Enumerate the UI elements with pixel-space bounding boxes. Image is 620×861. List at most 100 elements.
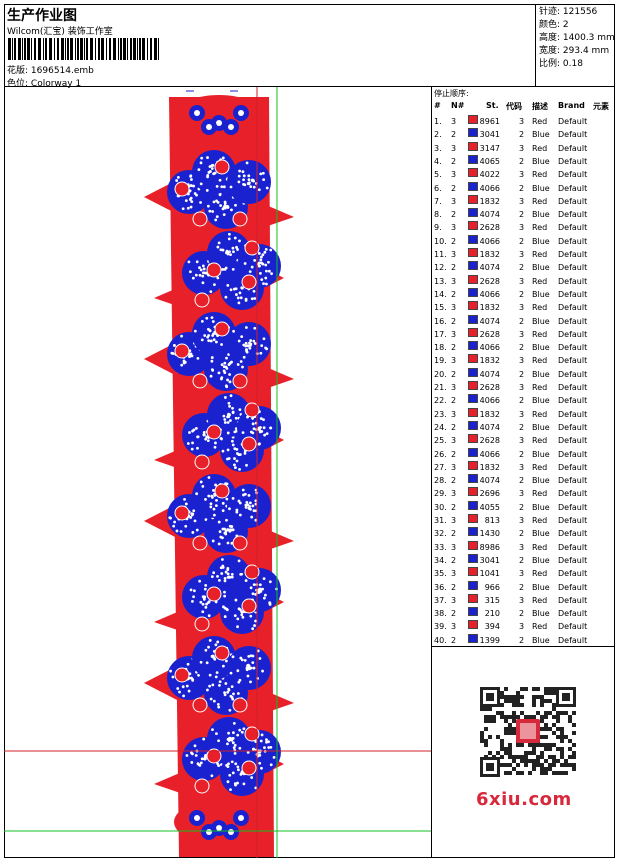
stat-colors: 颜色: 2 bbox=[539, 19, 612, 32]
row-stitches: 4055 bbox=[479, 502, 500, 512]
row-index: 32. bbox=[434, 529, 447, 539]
stat-label: 高度: bbox=[539, 33, 561, 43]
company-name: Wilcom(汇宝) 装饰工作室 bbox=[7, 27, 113, 37]
row-code: 2 bbox=[519, 396, 525, 406]
row-code: 2 bbox=[519, 502, 525, 512]
row-index: 37. bbox=[434, 595, 447, 605]
row-stitches: 4065 bbox=[479, 156, 500, 166]
color-swatch bbox=[468, 234, 478, 244]
table-row: 9. 3 2628 3 Red Default bbox=[432, 221, 615, 234]
color-swatch bbox=[468, 115, 478, 124]
embroidery-canvas bbox=[4, 87, 431, 858]
row-code: 2 bbox=[519, 343, 525, 353]
color-swatch bbox=[468, 407, 478, 417]
row-code: 3 bbox=[519, 489, 525, 499]
row-stitches: 2628 bbox=[479, 223, 500, 233]
design-file-value: 1696514.emb bbox=[30, 66, 94, 76]
row-index: 14. bbox=[434, 289, 447, 299]
row-index: 8. bbox=[434, 210, 442, 220]
color-swatch bbox=[468, 221, 478, 231]
row-brand: Default bbox=[558, 582, 588, 592]
row-index: 20. bbox=[434, 369, 447, 379]
row-desc: Blue bbox=[532, 369, 550, 379]
row-needle: 2 bbox=[451, 582, 457, 592]
stop-sequence-title: 停止顺序: bbox=[434, 89, 469, 98]
row-index: 28. bbox=[434, 476, 447, 486]
row-index: 38. bbox=[434, 609, 447, 619]
row-desc: Red bbox=[532, 462, 548, 472]
table-row: 39. 3 394 3 Red Default bbox=[432, 620, 615, 633]
stat-scale: 比例: 0.18 bbox=[539, 58, 612, 71]
row-code: 2 bbox=[519, 476, 525, 486]
row-brand: Default bbox=[558, 409, 588, 419]
row-code: 2 bbox=[519, 529, 525, 539]
row-stitches: 2628 bbox=[479, 276, 500, 286]
stat-value: 293.4 mm bbox=[562, 46, 610, 56]
row-stitches: 8986 bbox=[479, 542, 500, 552]
stop-sequence-panel: 停止顺序: # N# St. 代码 描述 Brand 元素 1. 3 8961 3 Re… bbox=[432, 87, 615, 647]
row-needle: 2 bbox=[451, 183, 457, 193]
color-swatch bbox=[468, 593, 478, 603]
table-row: 27. 3 1832 3 Red Default bbox=[432, 460, 615, 474]
row-brand: Default bbox=[558, 156, 588, 166]
row-stitches: 4066 bbox=[479, 183, 500, 193]
color-swatch bbox=[468, 181, 478, 191]
color-swatch bbox=[468, 447, 478, 457]
row-index: 30. bbox=[434, 502, 447, 512]
row-index: 19. bbox=[434, 356, 447, 366]
row-stitches: 3041 bbox=[479, 555, 500, 565]
row-desc: Red bbox=[532, 170, 548, 180]
col-stitches: St. bbox=[486, 101, 499, 110]
page-frame bbox=[4, 4, 615, 858]
row-index: 10. bbox=[434, 236, 447, 246]
stat-height: 高度: 1400.3 mm bbox=[539, 32, 615, 45]
row-stitches: 4074 bbox=[479, 316, 500, 326]
table-row: 25. 3 2628 3 Red Default bbox=[432, 434, 615, 447]
row-brand: Default bbox=[558, 236, 588, 246]
row-brand: Default bbox=[558, 396, 588, 406]
row-index: 23. bbox=[434, 409, 447, 419]
row-brand: Default bbox=[558, 289, 588, 299]
row-code: 2 bbox=[519, 130, 525, 140]
stat-value: 0.18 bbox=[562, 59, 583, 69]
row-desc: Blue bbox=[532, 289, 550, 299]
row-needle: 2 bbox=[451, 263, 457, 273]
table-row: 21. 3 2628 3 Red Default bbox=[432, 381, 615, 394]
table-row: 6. 2 4066 2 Blue Default bbox=[432, 181, 615, 195]
color-swatch bbox=[468, 434, 478, 444]
row-brand: Default bbox=[558, 555, 588, 565]
row-desc: Red bbox=[532, 329, 548, 339]
row-code: 3 bbox=[519, 622, 525, 632]
color-swatch bbox=[468, 420, 478, 430]
table-row: 2. 2 3041 2 Blue Default bbox=[432, 128, 615, 141]
table-row: 30. 2 4055 2 Blue Default bbox=[432, 500, 615, 514]
qr-code bbox=[470, 681, 586, 781]
page-title: 生产作业图 bbox=[7, 8, 77, 24]
row-code: 2 bbox=[519, 422, 525, 432]
row-desc: Red bbox=[532, 143, 548, 153]
design-label: 花版: bbox=[7, 66, 29, 76]
row-stitches: 4066 bbox=[479, 449, 500, 459]
row-needle: 2 bbox=[451, 422, 457, 432]
row-needle: 2 bbox=[451, 343, 457, 353]
row-brand: Default bbox=[558, 462, 588, 472]
row-brand: Default bbox=[558, 369, 588, 379]
table-row: 34. 2 3041 2 Blue Default bbox=[432, 553, 615, 567]
row-desc: Blue bbox=[532, 609, 550, 619]
row-stitches: 4074 bbox=[479, 210, 500, 220]
table-row: 14. 2 4066 2 Blue Default bbox=[432, 287, 615, 301]
row-desc: Blue bbox=[532, 236, 550, 246]
row-stitches: 4074 bbox=[479, 263, 500, 273]
row-index: 4. bbox=[434, 156, 442, 166]
table-row: 15. 3 1832 3 Red Default bbox=[432, 301, 615, 314]
color-swatch bbox=[468, 474, 478, 484]
row-brand: Default bbox=[558, 117, 588, 126]
row-desc: Red bbox=[532, 196, 548, 206]
row-needle: 3 bbox=[451, 117, 457, 126]
row-desc: Red bbox=[532, 383, 548, 392]
row-desc: Blue bbox=[532, 422, 550, 432]
row-desc: Red bbox=[532, 542, 548, 552]
row-stitches: 1399 bbox=[479, 635, 500, 645]
row-index: 16. bbox=[434, 316, 447, 326]
row-brand: Default bbox=[558, 250, 588, 259]
